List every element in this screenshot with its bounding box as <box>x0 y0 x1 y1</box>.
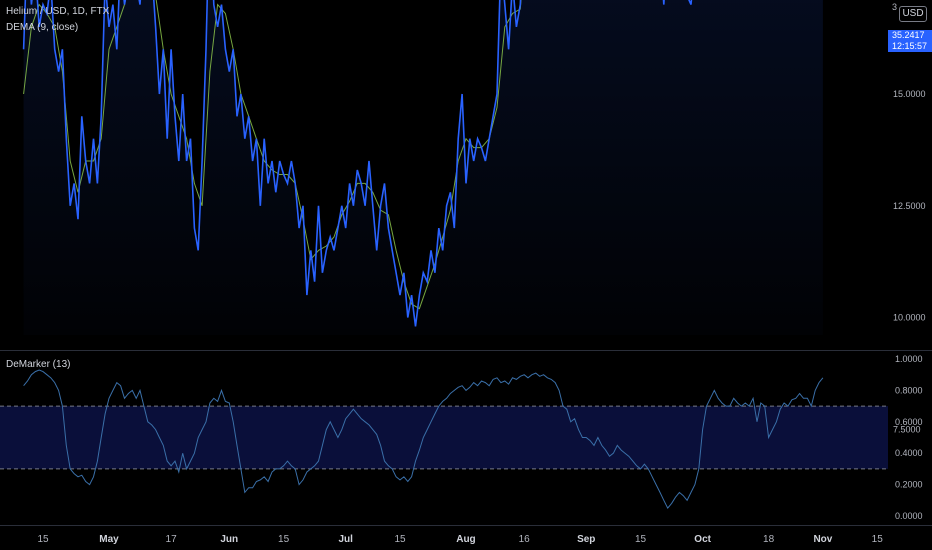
time-tick-label: 15 <box>394 534 406 545</box>
demarker-tick-label: 0.6000 <box>895 417 923 427</box>
demarker-band <box>0 406 888 469</box>
time-tick-label: 18 <box>763 534 775 545</box>
time-tick-label: Aug <box>456 534 475 545</box>
demarker-tick-label: 0.8000 <box>895 385 923 395</box>
time-tick-label: May <box>99 534 119 545</box>
last-price-badge: 35.2417 12:15:57 <box>888 30 932 52</box>
demarker-tick-label: 0.0000 <box>895 511 923 521</box>
price-tick-top: 3 <box>892 2 898 12</box>
demarker-tick-label: 0.4000 <box>895 448 923 458</box>
demarker-legend[interactable]: DeMarker (13) <box>6 359 71 370</box>
dema-line <box>23 0 522 310</box>
price-tick-label: 7.5000 <box>893 424 921 434</box>
price-tick-label: 15.0000 <box>893 89 926 99</box>
demarker-tick-label: 1.0000 <box>895 354 923 364</box>
price-pane[interactable]: 7.500010.000012.500015.000017.500020.000… <box>0 0 932 434</box>
time-tick-label: Oct <box>694 534 711 545</box>
currency-button[interactable]: USD <box>899 6 927 22</box>
last-price-value: 35.2417 <box>892 30 925 40</box>
time-tick-label: Sep <box>577 534 595 545</box>
demarker-pane[interactable]: 0.0000 0.2000 0.4000 0.6000 0.8000 1.0000 <box>0 354 923 521</box>
price-tick-label: 12.5000 <box>893 201 926 211</box>
symbol-legend[interactable]: Helium / USD, 1D, FTX <box>6 6 110 17</box>
time-tick-label: 17 <box>166 534 178 545</box>
time-tick-label: 15 <box>872 534 884 545</box>
time-tick-label: 15 <box>37 534 49 545</box>
time-tick-label: Jun <box>220 534 238 545</box>
time-tick-label: 16 <box>519 534 531 545</box>
demarker-line <box>23 369 824 510</box>
time-tick-label: Jul <box>338 534 353 545</box>
price-line <box>22 0 693 327</box>
dema-legend[interactable]: DEMA (9, close) <box>6 22 79 33</box>
price-area-fill <box>23 0 823 335</box>
price-tick-label: 10.0000 <box>893 313 926 323</box>
time-axis[interactable]: 15 May 17 Jun 15 Jul 15 Aug 16 Sep 15 Oct 18 Nov 15 <box>0 525 932 546</box>
time-tick-label: 15 <box>278 534 290 545</box>
demarker-tick-label: 0.2000 <box>895 480 923 490</box>
time-tick-label: 15 <box>635 534 647 545</box>
countdown-timer: 12:15:57 <box>892 41 928 51</box>
time-tick-label: Nov <box>813 534 832 545</box>
